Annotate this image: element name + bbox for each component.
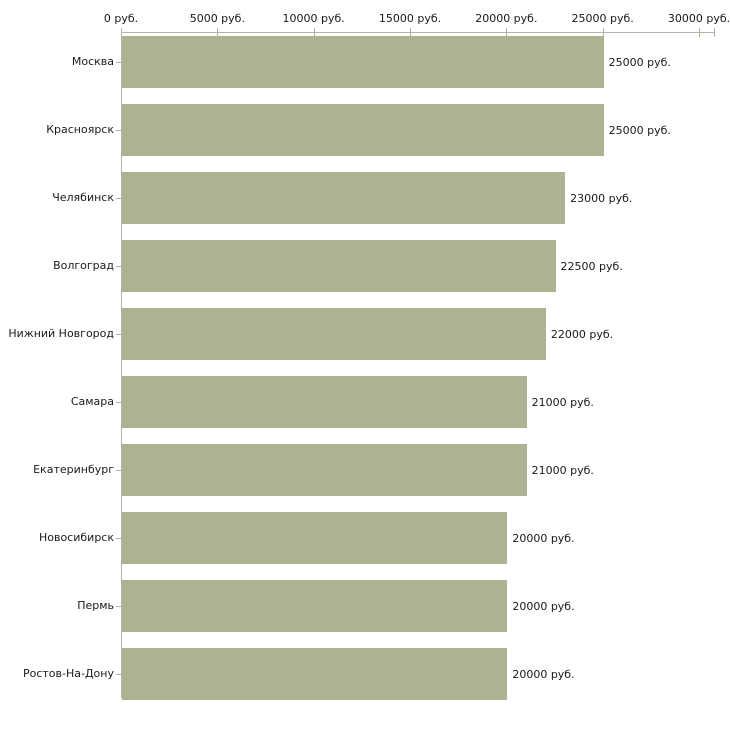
bar-row (0, 648, 730, 700)
x-axis-line (121, 32, 714, 33)
bar-row (0, 580, 730, 632)
bar-row (0, 240, 730, 292)
bar-row (0, 104, 730, 156)
bar[interactable] (122, 512, 508, 564)
x-tick-mark (217, 28, 219, 37)
y-tick-mark (116, 606, 121, 607)
x-tick-mark (313, 28, 315, 37)
bar[interactable] (122, 172, 566, 224)
x-tick-label: 20000 руб. (475, 12, 538, 25)
x-tick-mark (602, 28, 604, 37)
y-tick-mark (116, 674, 121, 675)
x-tick-mark (699, 28, 700, 37)
bar[interactable] (122, 240, 556, 292)
category-label: Москва (71, 55, 114, 68)
category-label: Челябинск (52, 191, 114, 204)
bar-value-label: 25000 руб. (608, 56, 671, 69)
category-label: Красноярск (46, 123, 114, 136)
y-tick-mark (116, 130, 121, 131)
x-tick-label: 25000 руб. (571, 12, 634, 25)
bar-row (0, 36, 730, 88)
y-tick-mark (116, 470, 121, 471)
bar[interactable] (122, 308, 546, 360)
bar[interactable] (122, 376, 527, 428)
bar[interactable] (122, 36, 604, 88)
category-label: Ростов-На-Дону (22, 667, 114, 680)
x-tick-label: 0 руб. (103, 12, 139, 25)
y-tick-mark (116, 538, 121, 539)
bar[interactable] (122, 648, 508, 700)
bar-value-label: 21000 руб. (531, 396, 594, 409)
category-label: Екатеринбург (33, 463, 114, 476)
bar-row (0, 308, 730, 360)
bar-value-label: 25000 руб. (608, 124, 671, 137)
category-label: Самара (70, 395, 114, 408)
y-tick-mark (116, 266, 121, 267)
bar-value-label: 23000 руб. (570, 192, 633, 205)
y-tick-mark (116, 62, 121, 63)
bar-row (0, 444, 730, 496)
bar[interactable] (122, 104, 604, 156)
category-label: Волгоград (53, 259, 114, 272)
x-tick-label: 5000 руб. (189, 12, 245, 25)
bar[interactable] (122, 444, 527, 496)
y-tick-mark (116, 402, 121, 403)
x-tick-label: 10000 руб. (282, 12, 345, 25)
bar-row (0, 376, 730, 428)
y-tick-mark (116, 334, 121, 335)
y-tick-mark (116, 198, 121, 199)
bar-value-label: 20000 руб. (512, 600, 575, 613)
bar-value-label: 22000 руб. (550, 328, 614, 341)
bar-row (0, 172, 730, 224)
x-tick-mark (410, 28, 411, 37)
y-axis-line (121, 28, 122, 698)
x-tick-mark (121, 28, 122, 37)
bar-value-label: 21000 руб. (531, 464, 594, 477)
bar-row (0, 512, 730, 564)
x-axis-end-tick (714, 28, 715, 37)
bar-value-label: 20000 руб. (512, 668, 575, 681)
category-label: Нижний Новгород (8, 327, 114, 340)
bar[interactable] (122, 580, 508, 632)
category-label: Новосибирск (38, 531, 114, 544)
bar-value-label: 22500 руб. (560, 260, 623, 273)
x-tick-label: 30000 руб. (667, 12, 730, 25)
x-tick-mark (506, 28, 508, 37)
x-tick-label: 15000 руб. (378, 12, 442, 25)
category-label: Пермь (77, 599, 114, 612)
bar-value-label: 20000 руб. (512, 532, 575, 545)
